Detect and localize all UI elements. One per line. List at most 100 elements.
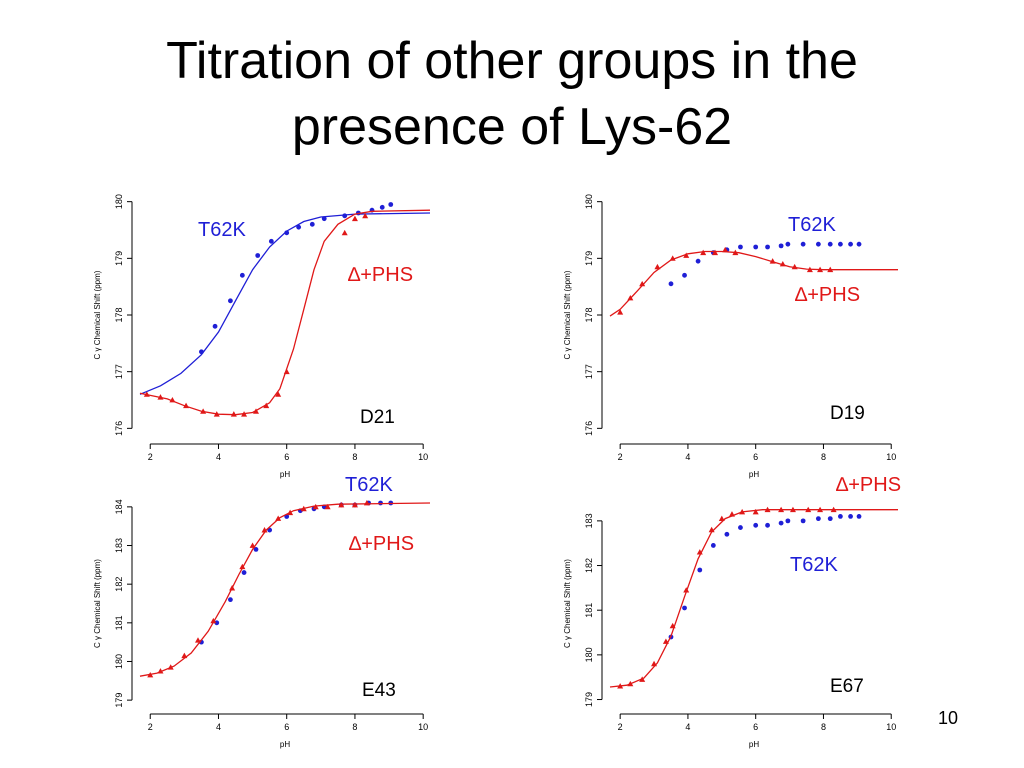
y-tick-label: 180 xyxy=(584,647,594,662)
y-tick-label: 181 xyxy=(584,603,594,618)
data-point-phs xyxy=(732,249,739,256)
y-tick-label: 183 xyxy=(114,538,124,553)
x-tick-label: 2 xyxy=(148,722,153,732)
data-point-t62k xyxy=(199,349,204,355)
data-point-t62k xyxy=(228,298,233,304)
y-tick-label: 179 xyxy=(584,251,594,266)
y-tick-label: 179 xyxy=(584,692,594,707)
slide-title-line-1: Titration of other groups in the xyxy=(166,32,858,90)
fit-line-phs xyxy=(139,502,431,677)
y-axis-label: C γ Chemical Shift (ppm) xyxy=(563,559,572,648)
data-point-t62k xyxy=(284,230,290,236)
data-point-t62k xyxy=(800,241,806,247)
legend-label-t62k: T62K xyxy=(788,214,836,236)
data-point-t62k xyxy=(228,597,233,603)
fit-line-phs xyxy=(139,209,431,416)
fit-line-phs xyxy=(609,509,898,688)
data-point-phs xyxy=(830,506,837,513)
data-point-phs xyxy=(806,266,813,273)
data-point-phs xyxy=(617,309,624,315)
y-axis-label: C γ Chemical Shift (ppm) xyxy=(93,270,102,359)
x-tick-label: 6 xyxy=(753,722,758,732)
data-point-t62k xyxy=(848,241,853,247)
data-point-phs xyxy=(157,394,164,400)
data-point-phs xyxy=(805,506,812,513)
x-tick-label: 10 xyxy=(418,452,428,462)
data-point-t62k xyxy=(800,518,806,524)
data-point-phs xyxy=(817,266,824,273)
data-point-phs xyxy=(683,252,690,258)
data-point-phs xyxy=(338,501,345,508)
data-point-phs xyxy=(263,402,270,409)
data-point-phs xyxy=(147,672,154,678)
data-point-phs xyxy=(769,258,776,264)
data-point-phs xyxy=(779,261,786,267)
data-point-phs xyxy=(351,501,358,508)
data-point-phs xyxy=(617,683,624,689)
data-point-t62k xyxy=(342,213,348,219)
data-point-t62k xyxy=(753,244,759,250)
page-number: 10 xyxy=(938,708,959,728)
chart-panel-e67: 2 4 6 8 10 pH 179 180 181 182 183 C γ Chemical Shif… xyxy=(563,474,901,749)
data-point-t62k xyxy=(856,241,862,247)
y-tick-label: 178 xyxy=(114,307,124,322)
data-point-t62k xyxy=(695,258,701,264)
data-point-phs xyxy=(764,506,771,513)
data-point-phs xyxy=(627,295,634,301)
data-point-phs xyxy=(662,638,669,644)
data-point-t62k xyxy=(785,518,791,524)
data-point-phs xyxy=(249,542,256,548)
x-tick-label: 8 xyxy=(821,452,826,462)
legend-label-t62k: T62K xyxy=(345,474,393,496)
x-tick-label: 4 xyxy=(216,452,221,462)
x-tick-label: 10 xyxy=(418,722,428,732)
chart-panel-d19: 2 4 6 8 10 pH 176 177 178 179 180 C γ Chemical Shif… xyxy=(563,194,898,479)
data-point-phs xyxy=(654,263,661,270)
y-tick-label: 182 xyxy=(584,558,594,573)
data-point-phs xyxy=(651,660,658,667)
chart-panel-d21: 2 4 6 8 10 pH 176 177 178 179 180 C γ Chemical Shif… xyxy=(93,194,431,479)
data-point-phs xyxy=(181,652,188,659)
data-point-t62k xyxy=(753,522,759,528)
legend-label-phs: ∆+PHS xyxy=(795,284,860,306)
data-point-phs xyxy=(275,515,282,521)
data-point-phs xyxy=(324,503,331,510)
y-tick-label: 183 xyxy=(584,513,594,528)
y-tick-label: 179 xyxy=(114,251,124,266)
x-tick-label: 4 xyxy=(685,722,690,732)
x-tick-label: 8 xyxy=(821,722,826,732)
y-axis-label: C γ Chemical Shift (ppm) xyxy=(563,270,572,359)
legend-label-phs: ∆+PHS xyxy=(349,533,414,555)
data-point-phs xyxy=(157,668,164,674)
x-tick-label: 2 xyxy=(148,452,153,462)
x-tick-label: 2 xyxy=(618,722,623,732)
x-tick-label: 10 xyxy=(886,452,896,462)
data-point-phs xyxy=(239,563,246,570)
data-point-t62k xyxy=(697,567,703,573)
data-point-phs xyxy=(696,549,703,555)
chart-panel-e43: 2 4 6 8 10 pH 179 180 181 182 183 184 C γ Chemical S… xyxy=(93,474,431,749)
x-tick-label: 4 xyxy=(216,722,221,732)
data-point-t62k xyxy=(309,221,315,227)
data-point-t62k xyxy=(682,605,687,611)
panel-label: E43 xyxy=(362,680,396,701)
y-tick-label: 177 xyxy=(114,364,124,379)
data-point-t62k xyxy=(785,241,791,247)
y-tick-label: 176 xyxy=(584,421,594,436)
data-point-phs xyxy=(183,402,190,409)
y-tick-label: 180 xyxy=(114,194,124,209)
data-point-phs xyxy=(229,585,236,591)
data-point-t62k xyxy=(682,272,687,278)
data-point-phs xyxy=(275,391,282,397)
data-point-t62k xyxy=(321,216,327,222)
data-point-phs xyxy=(827,266,834,273)
data-point-phs xyxy=(195,637,201,643)
data-point-phs xyxy=(287,509,294,516)
data-point-phs xyxy=(669,622,676,629)
slide-title-line-2: presence of Lys-62 xyxy=(291,98,733,156)
data-point-phs xyxy=(210,617,217,624)
data-point-phs xyxy=(627,680,634,687)
data-point-phs xyxy=(639,280,646,287)
data-point-phs xyxy=(253,408,259,414)
x-axis-label: pH xyxy=(749,470,759,479)
